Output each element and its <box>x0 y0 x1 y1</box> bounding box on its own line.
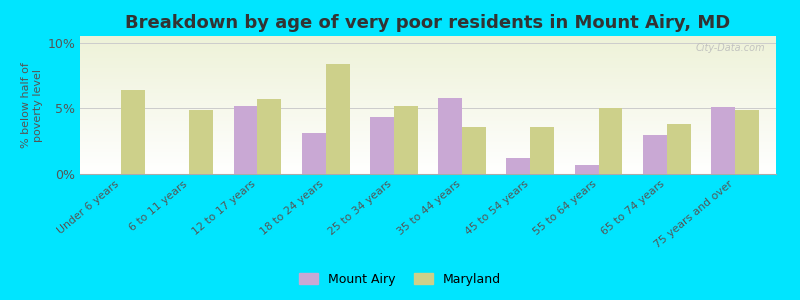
Bar <box>258 99 282 174</box>
Bar <box>667 124 690 174</box>
Bar <box>438 98 462 174</box>
Bar <box>121 90 145 174</box>
Bar <box>598 108 622 174</box>
Bar <box>530 127 554 174</box>
Bar <box>711 107 735 174</box>
Bar <box>234 106 258 174</box>
Bar <box>735 110 759 174</box>
Bar <box>574 165 598 174</box>
Bar <box>326 64 350 174</box>
Bar <box>462 127 486 174</box>
Title: Breakdown by age of very poor residents in Mount Airy, MD: Breakdown by age of very poor residents … <box>126 14 730 32</box>
Text: City-Data.com: City-Data.com <box>696 43 766 53</box>
Bar <box>394 106 418 174</box>
Y-axis label: % below half of
poverty level: % below half of poverty level <box>22 62 43 148</box>
Bar <box>302 133 326 174</box>
Legend: Mount Airy, Maryland: Mount Airy, Maryland <box>294 268 506 291</box>
Bar <box>189 110 213 174</box>
Bar <box>370 118 394 174</box>
Bar <box>506 158 530 174</box>
Bar <box>643 135 667 174</box>
